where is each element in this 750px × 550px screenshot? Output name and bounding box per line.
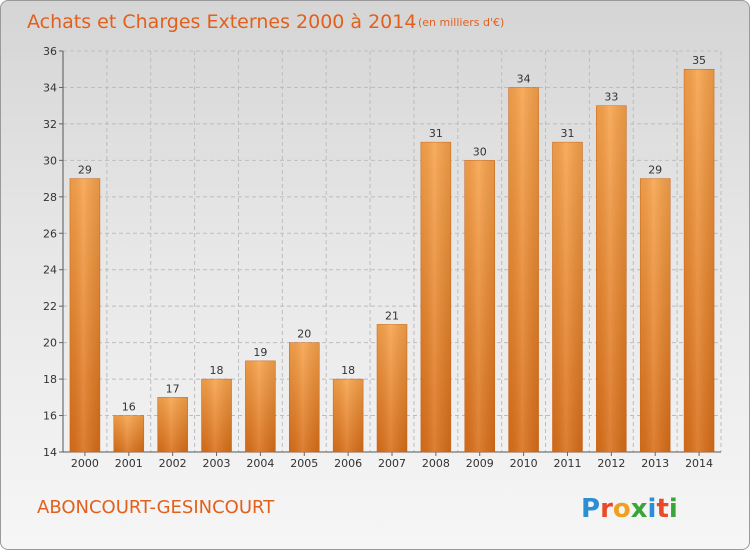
value-label-2013: 29 xyxy=(648,164,662,177)
logo-letter: x xyxy=(631,494,648,524)
bar-shade-2007 xyxy=(377,324,407,452)
bar-shade-2011 xyxy=(552,142,583,453)
bars xyxy=(69,68,715,453)
value-label-2010: 34 xyxy=(517,72,531,85)
bar-shade-2000 xyxy=(69,178,100,452)
bar-shade-2002 xyxy=(157,397,188,452)
value-label-2002: 17 xyxy=(166,382,180,395)
bar-shade-2005 xyxy=(289,342,320,452)
x-tick-label-2013: 2013 xyxy=(641,457,669,470)
x-tick-label-2003: 2003 xyxy=(203,457,231,470)
bar-shade-2008 xyxy=(420,142,451,453)
bar-shade-2009 xyxy=(464,160,495,452)
bar-shade-2001 xyxy=(113,415,144,452)
y-tick-label: 36 xyxy=(43,45,57,58)
y-tick-label: 22 xyxy=(43,300,57,313)
y-tick-label: 14 xyxy=(43,446,57,459)
x-tick-label-2010: 2010 xyxy=(510,457,538,470)
value-label-2009: 30 xyxy=(473,145,487,158)
y-tick-label: 32 xyxy=(43,118,57,131)
x-tick-label-2001: 2001 xyxy=(115,457,143,470)
value-labels: 29 16 17 18 19 20 18 21 31 30 34 31 33 29 35 xyxy=(78,54,706,413)
value-label-2008: 31 xyxy=(429,127,443,140)
chart-subtitle: (en milliers d'€) xyxy=(418,16,504,29)
x-tick-label-2012: 2012 xyxy=(597,457,625,470)
tick-labels: 14 16 18 20 22 24 26 28 30 32 34 36 2000 2001 2002 2003… xyxy=(43,45,713,470)
logo-letter: P xyxy=(581,494,600,524)
x-tick-label-2000: 2000 xyxy=(71,457,99,470)
value-label-2001: 16 xyxy=(122,401,136,414)
value-label-2004: 19 xyxy=(253,346,267,359)
value-label-2000: 29 xyxy=(78,164,92,177)
value-label-2003: 18 xyxy=(210,364,224,377)
bar-shade-2003 xyxy=(201,379,232,452)
bar-shade-2014 xyxy=(684,69,715,453)
value-label-2006: 18 xyxy=(341,364,355,377)
x-tick-label-2011: 2011 xyxy=(553,457,581,470)
logo-letter: r xyxy=(600,494,613,524)
y-tick-label: 20 xyxy=(43,337,57,350)
x-tick-label-2014: 2014 xyxy=(685,457,713,470)
value-label-2005: 20 xyxy=(297,328,311,341)
y-tick-label: 16 xyxy=(43,410,57,423)
bar-shade-2010 xyxy=(508,87,539,453)
chart-title: Achats et Charges Externes 2000 à 2014 xyxy=(27,11,416,33)
bar-shade-2004 xyxy=(245,360,276,452)
logo-letter: o xyxy=(613,494,631,524)
value-label-2007: 21 xyxy=(385,309,399,322)
y-tick-label: 24 xyxy=(43,264,57,277)
bar-shade-2012 xyxy=(596,105,627,452)
y-tick-label: 30 xyxy=(43,154,57,167)
value-label-2011: 31 xyxy=(560,127,574,140)
commune-name: ABONCOURT-GESINCOURT xyxy=(37,497,275,518)
proxiti-logo: Proxiti xyxy=(581,494,678,524)
logo-letter: i xyxy=(648,494,657,524)
x-tick-label-2009: 2009 xyxy=(466,457,494,470)
value-label-2012: 33 xyxy=(604,91,618,104)
x-tick-label-2005: 2005 xyxy=(290,457,318,470)
y-tick-label: 26 xyxy=(43,227,57,240)
value-label-2014: 35 xyxy=(692,54,706,67)
y-tick-label: 34 xyxy=(43,81,57,94)
bar-shade-2006 xyxy=(333,379,364,452)
x-tick-label-2006: 2006 xyxy=(334,457,362,470)
logo-letter: i xyxy=(669,494,678,524)
bar-shade-2013 xyxy=(640,178,671,452)
y-tick-label: 18 xyxy=(43,373,57,386)
logo-letter: t xyxy=(656,494,668,524)
x-tick-label-2007: 2007 xyxy=(378,457,406,470)
x-tick-label-2008: 2008 xyxy=(422,457,450,470)
y-tick-label: 28 xyxy=(43,191,57,204)
x-tick-label-2002: 2002 xyxy=(159,457,187,470)
x-tick-label-2004: 2004 xyxy=(246,457,274,470)
